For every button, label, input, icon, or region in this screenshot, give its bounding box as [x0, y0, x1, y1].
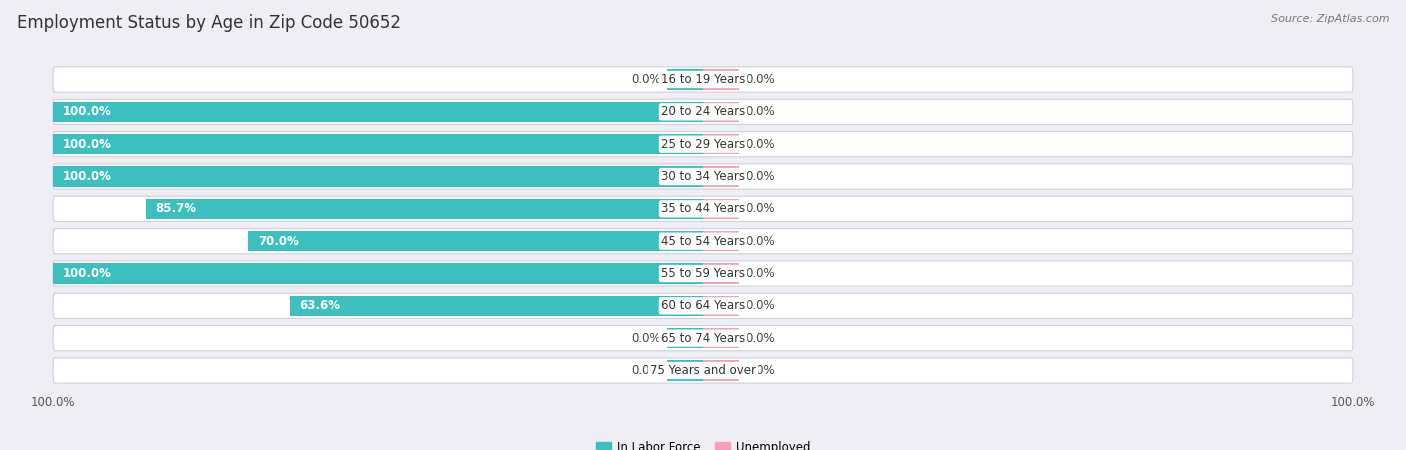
Bar	[53, 134, 703, 154]
Bar	[53, 166, 703, 187]
Bar	[290, 296, 703, 316]
Bar	[53, 102, 703, 122]
Text: 0.0%: 0.0%	[631, 332, 661, 345]
Bar	[668, 360, 703, 381]
Bar	[703, 199, 738, 219]
Text: 25 to 29 Years: 25 to 29 Years	[661, 138, 745, 151]
Text: 55 to 59 Years: 55 to 59 Years	[661, 267, 745, 280]
Bar	[703, 231, 738, 251]
FancyBboxPatch shape	[53, 67, 1353, 92]
Text: 0.0%: 0.0%	[745, 105, 775, 118]
Text: 0.0%: 0.0%	[745, 73, 775, 86]
Text: 60 to 64 Years: 60 to 64 Years	[661, 299, 745, 312]
Text: 70.0%: 70.0%	[257, 234, 298, 248]
Text: 100.0%: 100.0%	[63, 105, 111, 118]
Bar	[703, 166, 738, 187]
Text: 100.0%: 100.0%	[63, 170, 111, 183]
FancyBboxPatch shape	[53, 325, 1353, 351]
Text: 0.0%: 0.0%	[745, 364, 775, 377]
Text: Source: ZipAtlas.com: Source: ZipAtlas.com	[1271, 14, 1389, 23]
Bar	[703, 69, 738, 90]
Text: 0.0%: 0.0%	[745, 234, 775, 248]
Text: 0.0%: 0.0%	[745, 138, 775, 151]
Text: 0.0%: 0.0%	[745, 332, 775, 345]
Text: 0.0%: 0.0%	[745, 170, 775, 183]
Text: 85.7%: 85.7%	[156, 202, 197, 216]
Bar	[703, 134, 738, 154]
Text: 65 to 74 Years: 65 to 74 Years	[661, 332, 745, 345]
FancyBboxPatch shape	[53, 293, 1353, 319]
Text: 45 to 54 Years: 45 to 54 Years	[661, 234, 745, 248]
Text: 0.0%: 0.0%	[745, 267, 775, 280]
FancyBboxPatch shape	[53, 261, 1353, 286]
Text: 100.0%: 100.0%	[63, 267, 111, 280]
Text: 100.0%: 100.0%	[63, 138, 111, 151]
Text: 20 to 24 Years: 20 to 24 Years	[661, 105, 745, 118]
Bar	[703, 328, 738, 348]
FancyBboxPatch shape	[53, 99, 1353, 125]
Bar	[703, 263, 738, 284]
FancyBboxPatch shape	[53, 358, 1353, 383]
Bar	[703, 296, 738, 316]
FancyBboxPatch shape	[53, 196, 1353, 221]
Bar	[247, 231, 703, 251]
Bar	[668, 69, 703, 90]
Text: 0.0%: 0.0%	[631, 73, 661, 86]
Bar	[668, 328, 703, 348]
Text: Employment Status by Age in Zip Code 50652: Employment Status by Age in Zip Code 506…	[17, 14, 401, 32]
FancyBboxPatch shape	[53, 229, 1353, 254]
Text: 0.0%: 0.0%	[631, 364, 661, 377]
Bar	[703, 102, 738, 122]
Text: 63.6%: 63.6%	[299, 299, 340, 312]
FancyBboxPatch shape	[53, 131, 1353, 157]
Text: 75 Years and over: 75 Years and over	[650, 364, 756, 377]
Bar	[53, 263, 703, 284]
Bar	[703, 360, 738, 381]
Legend: In Labor Force, Unemployed: In Labor Force, Unemployed	[591, 436, 815, 450]
Text: 0.0%: 0.0%	[745, 299, 775, 312]
Text: 30 to 34 Years: 30 to 34 Years	[661, 170, 745, 183]
Text: 16 to 19 Years: 16 to 19 Years	[661, 73, 745, 86]
Text: 35 to 44 Years: 35 to 44 Years	[661, 202, 745, 216]
FancyBboxPatch shape	[53, 164, 1353, 189]
Bar	[146, 199, 703, 219]
Text: 0.0%: 0.0%	[745, 202, 775, 216]
